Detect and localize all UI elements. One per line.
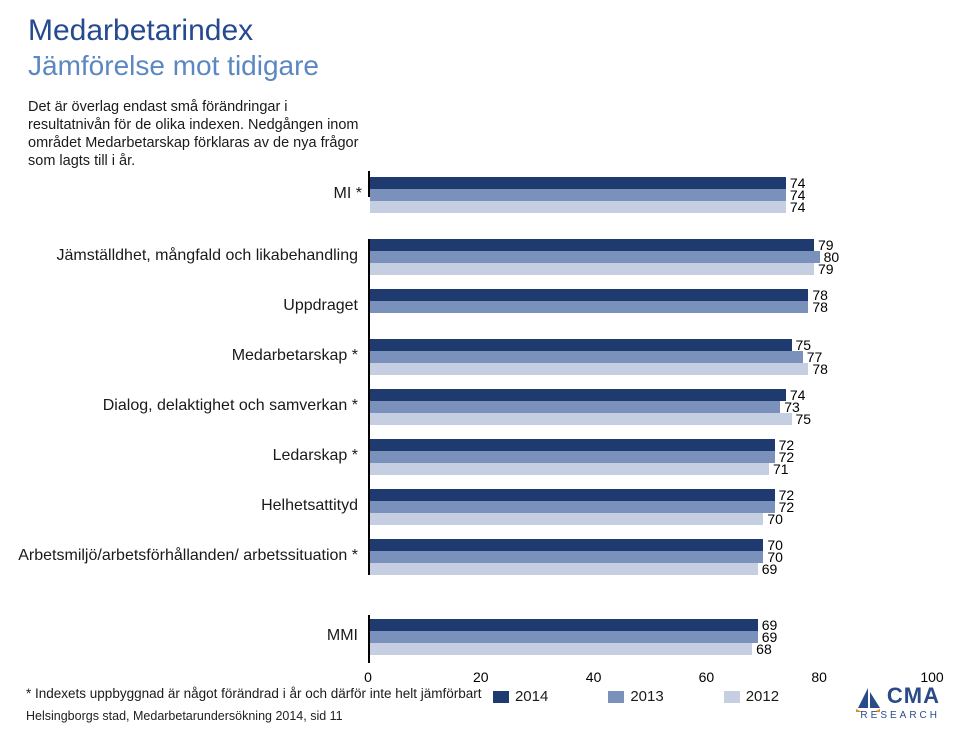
bar <box>370 251 820 263</box>
x-axis: 020406080100 <box>368 663 932 685</box>
bar-group: MMI696968 <box>370 619 932 655</box>
intro-text: Det är överlag endast små förändringar i… <box>28 98 368 171</box>
logo-sub: RESEARCH <box>854 710 940 721</box>
bar-group: Dialog, delaktighet och samverkan *74737… <box>370 389 932 425</box>
bar <box>370 289 808 301</box>
category-label: Medarbetarskap * <box>232 347 358 365</box>
x-tick: 100 <box>920 669 943 685</box>
bar-group: Ledarskap *727271 <box>370 439 932 475</box>
category-label: MI * <box>334 185 362 203</box>
bar-group: Arbetsmiljö/arbetsförhållanden/ arbetssi… <box>370 539 932 575</box>
bar-value-label: 75 <box>796 411 812 427</box>
chart-top: MI *747474 <box>368 171 932 219</box>
logo-brand: CMA <box>887 683 940 708</box>
page-subtitle: Jämförelse mot tidigare <box>28 50 932 82</box>
bar-value-label: 74 <box>790 199 806 215</box>
logo-sail-icon <box>854 686 882 712</box>
bar <box>370 413 792 425</box>
bar <box>370 563 758 575</box>
category-label: Dialog, delaktighet och samverkan * <box>103 397 358 415</box>
bar <box>370 177 786 189</box>
category-label: Arbetsmiljö/arbetsförhållanden/ arbetssi… <box>18 547 358 565</box>
bar-value-label: 78 <box>812 299 828 315</box>
bar <box>370 513 763 525</box>
bar <box>370 489 775 501</box>
category-label: Uppdraget <box>283 297 358 315</box>
legend-swatch-2014 <box>493 691 509 703</box>
bar-value-label: 71 <box>773 461 789 477</box>
legend-label-2012: 2012 <box>746 688 779 705</box>
footnote: * Indexets uppbyggnad är något förändrad… <box>26 686 482 701</box>
category-label: Jämställdhet, mångfald och likabehandlin… <box>56 247 358 265</box>
x-tick: 40 <box>586 669 602 685</box>
bar <box>370 551 763 563</box>
x-tick: 80 <box>811 669 827 685</box>
category-label: Helhetsattityd <box>261 497 358 515</box>
intro-row: Det är överlag endast små förändringar i… <box>28 98 932 171</box>
x-tick: 60 <box>699 669 715 685</box>
page-title: Medarbetarindex <box>28 14 932 48</box>
bar <box>370 239 814 251</box>
bar-group: Helhetsattityd727270 <box>370 489 932 525</box>
bar <box>370 339 792 351</box>
bar <box>370 451 775 463</box>
x-tick: 20 <box>473 669 489 685</box>
bar <box>370 439 775 451</box>
bar <box>370 631 758 643</box>
legend-label-2013: 2013 <box>630 688 663 705</box>
bar-group: MI *747474 <box>370 177 932 213</box>
legend-label-2014: 2014 <box>515 688 548 705</box>
bar-value-label: 68 <box>756 641 772 657</box>
legend-item-2013: 2013 <box>608 688 663 705</box>
bar <box>370 363 808 375</box>
bar <box>370 201 786 213</box>
bar-value-label: 78 <box>812 361 828 377</box>
bar-value-label: 69 <box>762 561 778 577</box>
bar-group: Medarbetarskap *757778 <box>370 339 932 375</box>
bar <box>370 401 780 413</box>
legend-swatch-2012 <box>724 691 740 703</box>
legend-swatch-2013 <box>608 691 624 703</box>
legend-item-2014: 2014 <box>493 688 548 705</box>
logo: CMA RESEARCH <box>854 683 940 721</box>
chart-mmi: MMI696968 020406080100 <box>368 615 932 685</box>
bar-value-label: 79 <box>818 261 834 277</box>
bar-group: Uppdraget7878 <box>370 289 932 325</box>
legend-item-2012: 2012 <box>724 688 779 705</box>
bar-value-label: 70 <box>767 511 783 527</box>
bar <box>370 189 786 201</box>
bar <box>370 351 803 363</box>
footer-text: Helsingborgs stad, Medarbetarundersöknin… <box>26 709 343 723</box>
chart-body: Jämställdhet, mångfald och likabehandlin… <box>368 239 932 597</box>
x-tick: 0 <box>364 669 372 685</box>
bar <box>370 643 752 655</box>
bar <box>370 301 808 313</box>
bar <box>370 263 814 275</box>
bar <box>370 501 775 513</box>
bar <box>370 539 763 551</box>
bar-group: Jämställdhet, mångfald och likabehandlin… <box>370 239 932 275</box>
category-label: MMI <box>327 627 358 645</box>
category-label: Ledarskap * <box>273 447 358 465</box>
bar <box>370 463 769 475</box>
bar <box>370 389 786 401</box>
bar <box>370 619 758 631</box>
